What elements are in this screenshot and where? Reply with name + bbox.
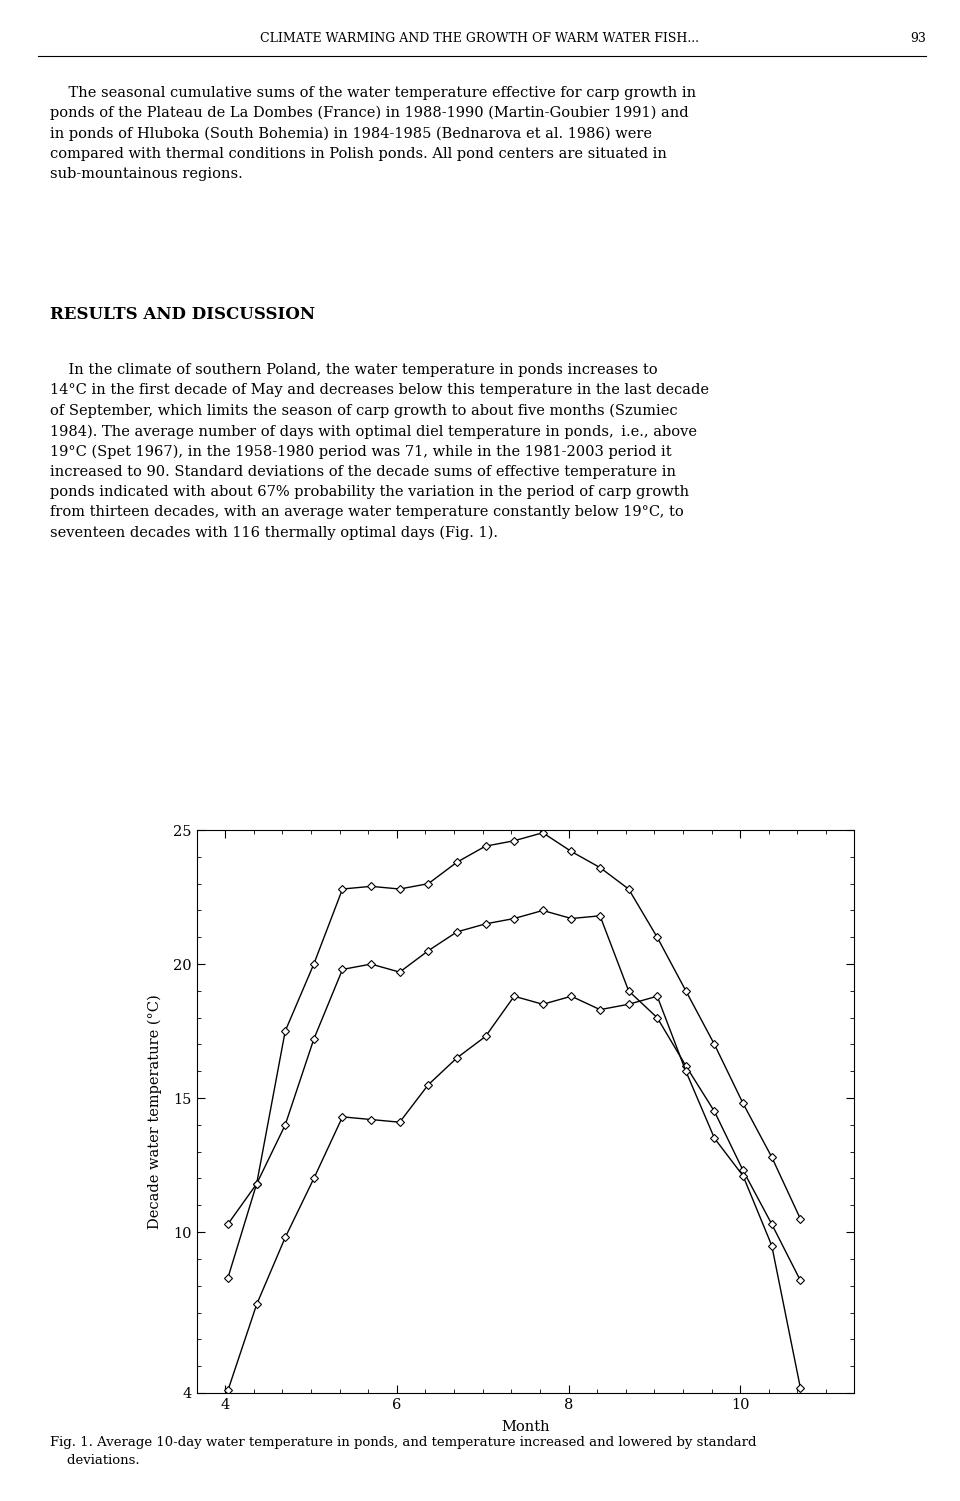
Text: RESULTS AND DISCUSSION: RESULTS AND DISCUSSION [50,306,315,323]
Text: In the climate of southern Poland, the water temperature in ponds increases to
1: In the climate of southern Poland, the w… [50,363,708,540]
X-axis label: Month: Month [501,1420,550,1433]
Text: Fig. 1. Average 10-day water temperature in ponds, and temperature increased and: Fig. 1. Average 10-day water temperature… [50,1436,756,1468]
Y-axis label: Decade water temperature (°C): Decade water temperature (°C) [148,994,162,1229]
Text: 93: 93 [910,32,926,45]
Text: The seasonal cumulative sums of the water temperature effective for carp growth : The seasonal cumulative sums of the wate… [50,86,696,182]
Text: CLIMATE WARMING AND THE GROWTH OF WARM WATER FISH...: CLIMATE WARMING AND THE GROWTH OF WARM W… [260,32,700,45]
